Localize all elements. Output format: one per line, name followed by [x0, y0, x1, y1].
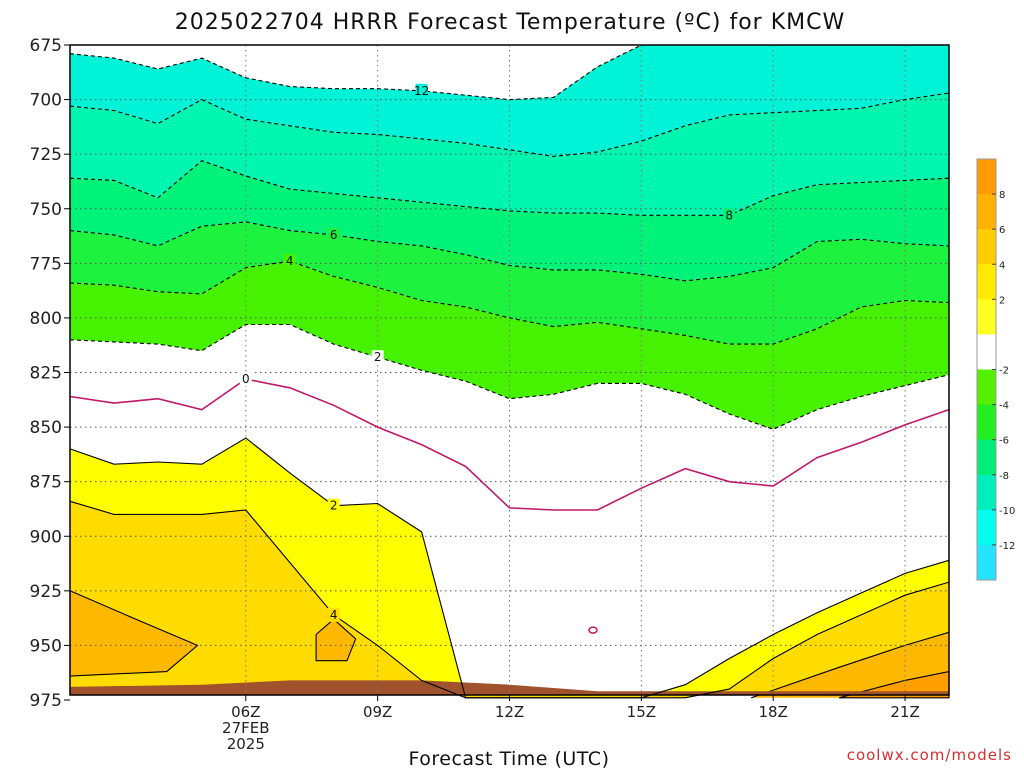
ground-layer	[70, 680, 949, 695]
colorbar-tick-label: 8	[999, 190, 1005, 201]
isotherm-label: 2	[374, 350, 382, 364]
isotherm-label: 4	[286, 254, 294, 268]
colorbar-tick-label: -2	[999, 366, 1009, 377]
x-tick-label: 18Z	[759, 703, 788, 721]
colorbar-segment	[977, 159, 996, 195]
colorbar-segment	[977, 474, 996, 511]
y-tick-label: 825	[30, 364, 62, 384]
colorbar-segment	[977, 194, 996, 230]
isotherm-labels: 12 8 6 4 2 0 2 4	[239, 83, 736, 622]
isotherm-label: 0	[242, 372, 250, 386]
x-tick-label: 06Z	[231, 703, 260, 721]
isoline-0-bubble	[588, 626, 598, 634]
colorbar: 8 6 4 2 -2 -4 -6 -8 -10 -12	[976, 158, 1015, 581]
colorbar-tick-label: -8	[999, 471, 1009, 482]
isoline--8	[69, 160, 950, 216]
isotherm-label: 12	[414, 84, 429, 98]
y-tick-label: 675	[30, 36, 62, 56]
y-tick-label: 775	[30, 254, 62, 274]
colorbar-tick-label: 2	[999, 295, 1005, 306]
y-tick-label: 925	[30, 582, 62, 602]
colorbar-tick-label: -6	[999, 436, 1009, 447]
isotherm-label-bg	[371, 350, 384, 365]
colorbar-segment	[977, 404, 996, 441]
colorbar-segment	[977, 369, 996, 406]
band--6	[70, 221, 949, 345]
isoline--10	[69, 92, 950, 157]
x-tick-label: 27FEB	[222, 719, 269, 737]
isoline--2	[69, 323, 950, 430]
band-2	[70, 438, 949, 698]
isotherm-label: 6	[330, 228, 338, 242]
colorbar-tick-label: -10	[999, 506, 1015, 517]
band-4	[70, 501, 949, 698]
colorbar-segment	[977, 334, 996, 370]
isotherm-label-bg	[415, 83, 428, 98]
colorbar-segment	[977, 264, 996, 300]
isoline--4	[69, 260, 950, 345]
x-tick-label: 2025	[227, 735, 265, 753]
credit-text: coolwx.com/models	[847, 746, 1012, 764]
grid-lines	[70, 45, 949, 695]
x-axis-label: Forecast Time (UTC)	[409, 748, 610, 768]
isotherm-label: 2	[330, 499, 338, 513]
isotherm-label: 8	[725, 208, 733, 222]
isotherm-label-bg	[327, 227, 340, 242]
isoline--12	[69, 44, 949, 101]
y-tick-label: 725	[30, 145, 62, 165]
y-axis-ticks: 675 700 725 750 775 800 825 850 875 900 925 950 975	[30, 36, 70, 711]
colorbar-tick-label: 4	[999, 260, 1005, 271]
band--2	[70, 324, 949, 510]
isotherm-label-bg	[327, 498, 340, 513]
isotherm-label-bg	[239, 372, 252, 387]
y-tick-label: 850	[30, 418, 62, 438]
isoline-0	[69, 378, 950, 511]
x-tick-label: 09Z	[363, 703, 392, 721]
y-tick-label: 975	[30, 691, 62, 711]
band-0	[70, 379, 949, 698]
y-tick-label: 900	[30, 527, 62, 547]
y-tick-label: 800	[30, 309, 62, 329]
x-tick-label: 12Z	[495, 703, 524, 721]
band--10	[70, 93, 949, 216]
x-tick-label: 21Z	[890, 703, 919, 721]
isotherm-label-bg	[327, 607, 340, 622]
isotherm-label-bg	[283, 254, 296, 269]
y-tick-label: 875	[30, 473, 62, 493]
y-tick-label: 700	[30, 91, 62, 111]
isoline--6	[69, 221, 950, 282]
chart-title: 2025022704 HRRR Forecast Temperature (ºC…	[175, 10, 845, 35]
warm-core-middle	[315, 618, 357, 662]
isoline-6-right	[751, 631, 950, 699]
colorbar-segment	[977, 544, 996, 581]
ground-surface	[70, 680, 949, 695]
isotherm-label: 4	[330, 608, 338, 622]
colorbar-segment	[977, 299, 996, 335]
colorbar-tick-label: -12	[999, 541, 1015, 552]
colorbar-segment	[977, 229, 996, 265]
isotherm-label-bg	[723, 208, 736, 223]
colorbar-tick-label: -4	[999, 401, 1009, 412]
colorbar-segment	[977, 439, 996, 476]
y-tick-label: 950	[30, 636, 62, 656]
colorbar-tick-label: 6	[999, 225, 1005, 236]
x-tick-label: 15Z	[627, 703, 656, 721]
colorbar-segment	[977, 509, 996, 546]
y-tick-label: 750	[30, 200, 62, 220]
